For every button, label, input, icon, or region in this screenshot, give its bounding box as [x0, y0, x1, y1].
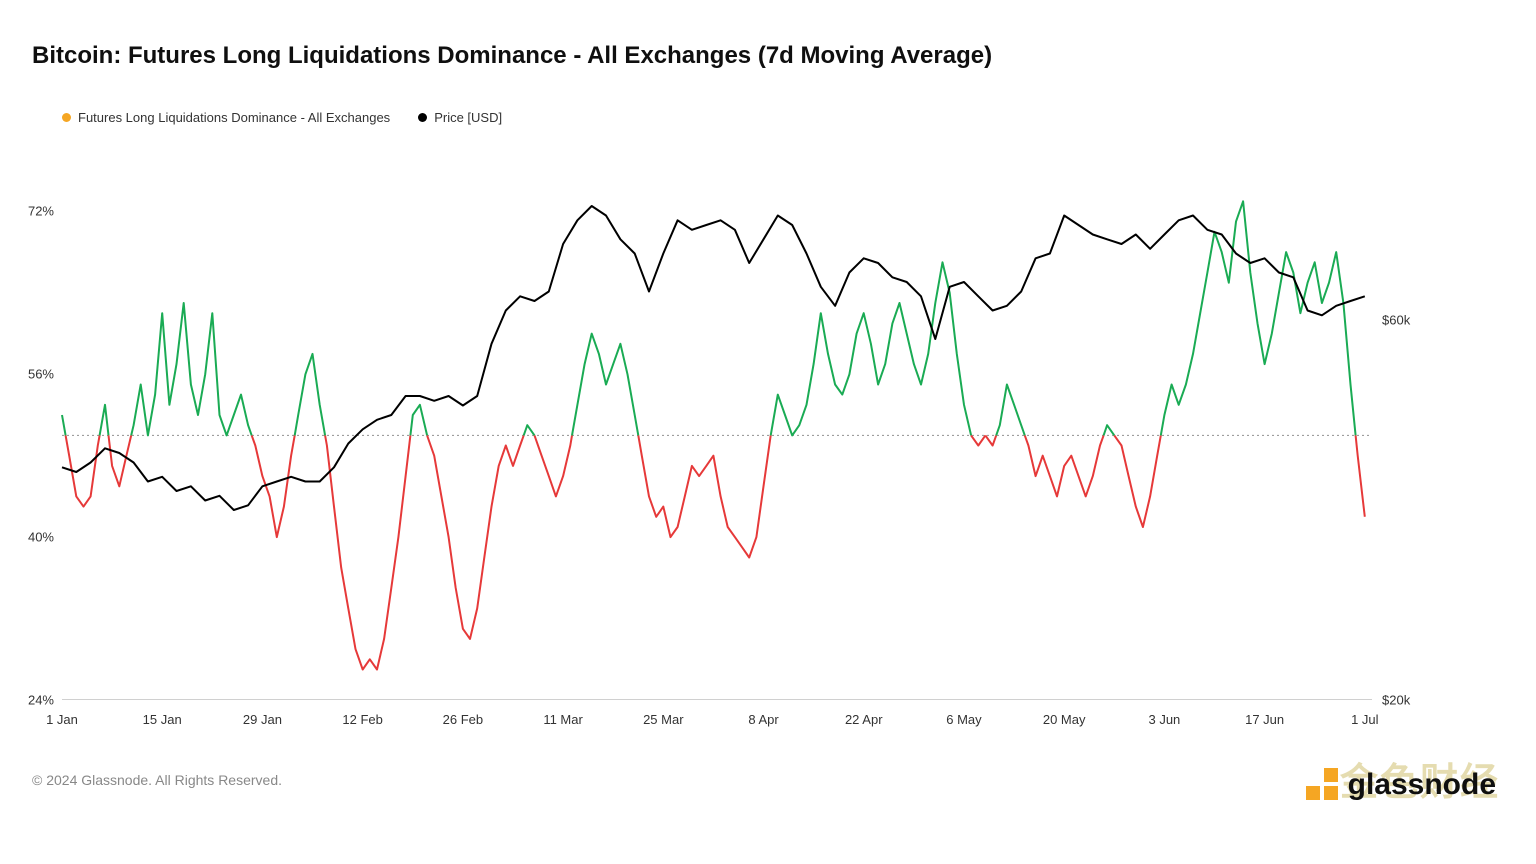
x-axis-tick: 8 Apr	[748, 712, 778, 727]
legend-label-dominance: Futures Long Liquidations Dominance - Al…	[78, 110, 390, 125]
glassnode-watermark-text: glassnode	[1348, 768, 1496, 802]
legend-item-dominance: Futures Long Liquidations Dominance - Al…	[62, 110, 390, 125]
x-axis-tick: 20 May	[1043, 712, 1086, 727]
x-axis-tick: 1 Jul	[1351, 712, 1378, 727]
x-axis-tick: 11 Mar	[543, 712, 583, 727]
glassnode-watermark: glassnode	[1306, 768, 1496, 802]
x-axis-tick: 3 Jun	[1148, 712, 1180, 727]
chart-plot-area	[62, 130, 1372, 700]
y-left-tick: 40%	[28, 530, 54, 545]
legend-label-price: Price [USD]	[434, 110, 502, 125]
chart-svg	[62, 130, 1372, 699]
x-axis-tick: 6 May	[946, 712, 981, 727]
glassnode-logo-icon	[1306, 768, 1340, 802]
x-axis-tick: 15 Jan	[143, 712, 182, 727]
chart-title: Bitcoin: Futures Long Liquidations Domin…	[32, 42, 992, 70]
y-left-tick: 56%	[28, 367, 54, 382]
copyright-footer: © 2024 Glassnode. All Rights Reserved.	[32, 772, 282, 788]
legend-item-price: Price [USD]	[418, 110, 502, 125]
legend: Futures Long Liquidations Dominance - Al…	[62, 110, 502, 125]
x-axis-tick: 29 Jan	[243, 712, 282, 727]
x-axis-tick: 25 Mar	[643, 712, 683, 727]
x-axis-tick: 12 Feb	[342, 712, 382, 727]
y-right-tick: $20k	[1382, 693, 1410, 708]
x-axis-tick: 1 Jan	[46, 712, 78, 727]
y-left-tick: 72%	[28, 204, 54, 219]
legend-dot-price	[418, 113, 427, 122]
y-left-tick: 24%	[28, 693, 54, 708]
x-axis-tick: 22 Apr	[845, 712, 883, 727]
x-axis-tick: 26 Feb	[443, 712, 483, 727]
y-right-tick: $60k	[1382, 313, 1410, 328]
x-axis-tick: 17 Jun	[1245, 712, 1284, 727]
legend-dot-dominance	[62, 113, 71, 122]
